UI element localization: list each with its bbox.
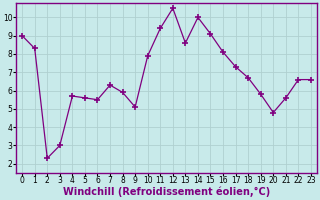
- X-axis label: Windchill (Refroidissement éolien,°C): Windchill (Refroidissement éolien,°C): [63, 187, 270, 197]
